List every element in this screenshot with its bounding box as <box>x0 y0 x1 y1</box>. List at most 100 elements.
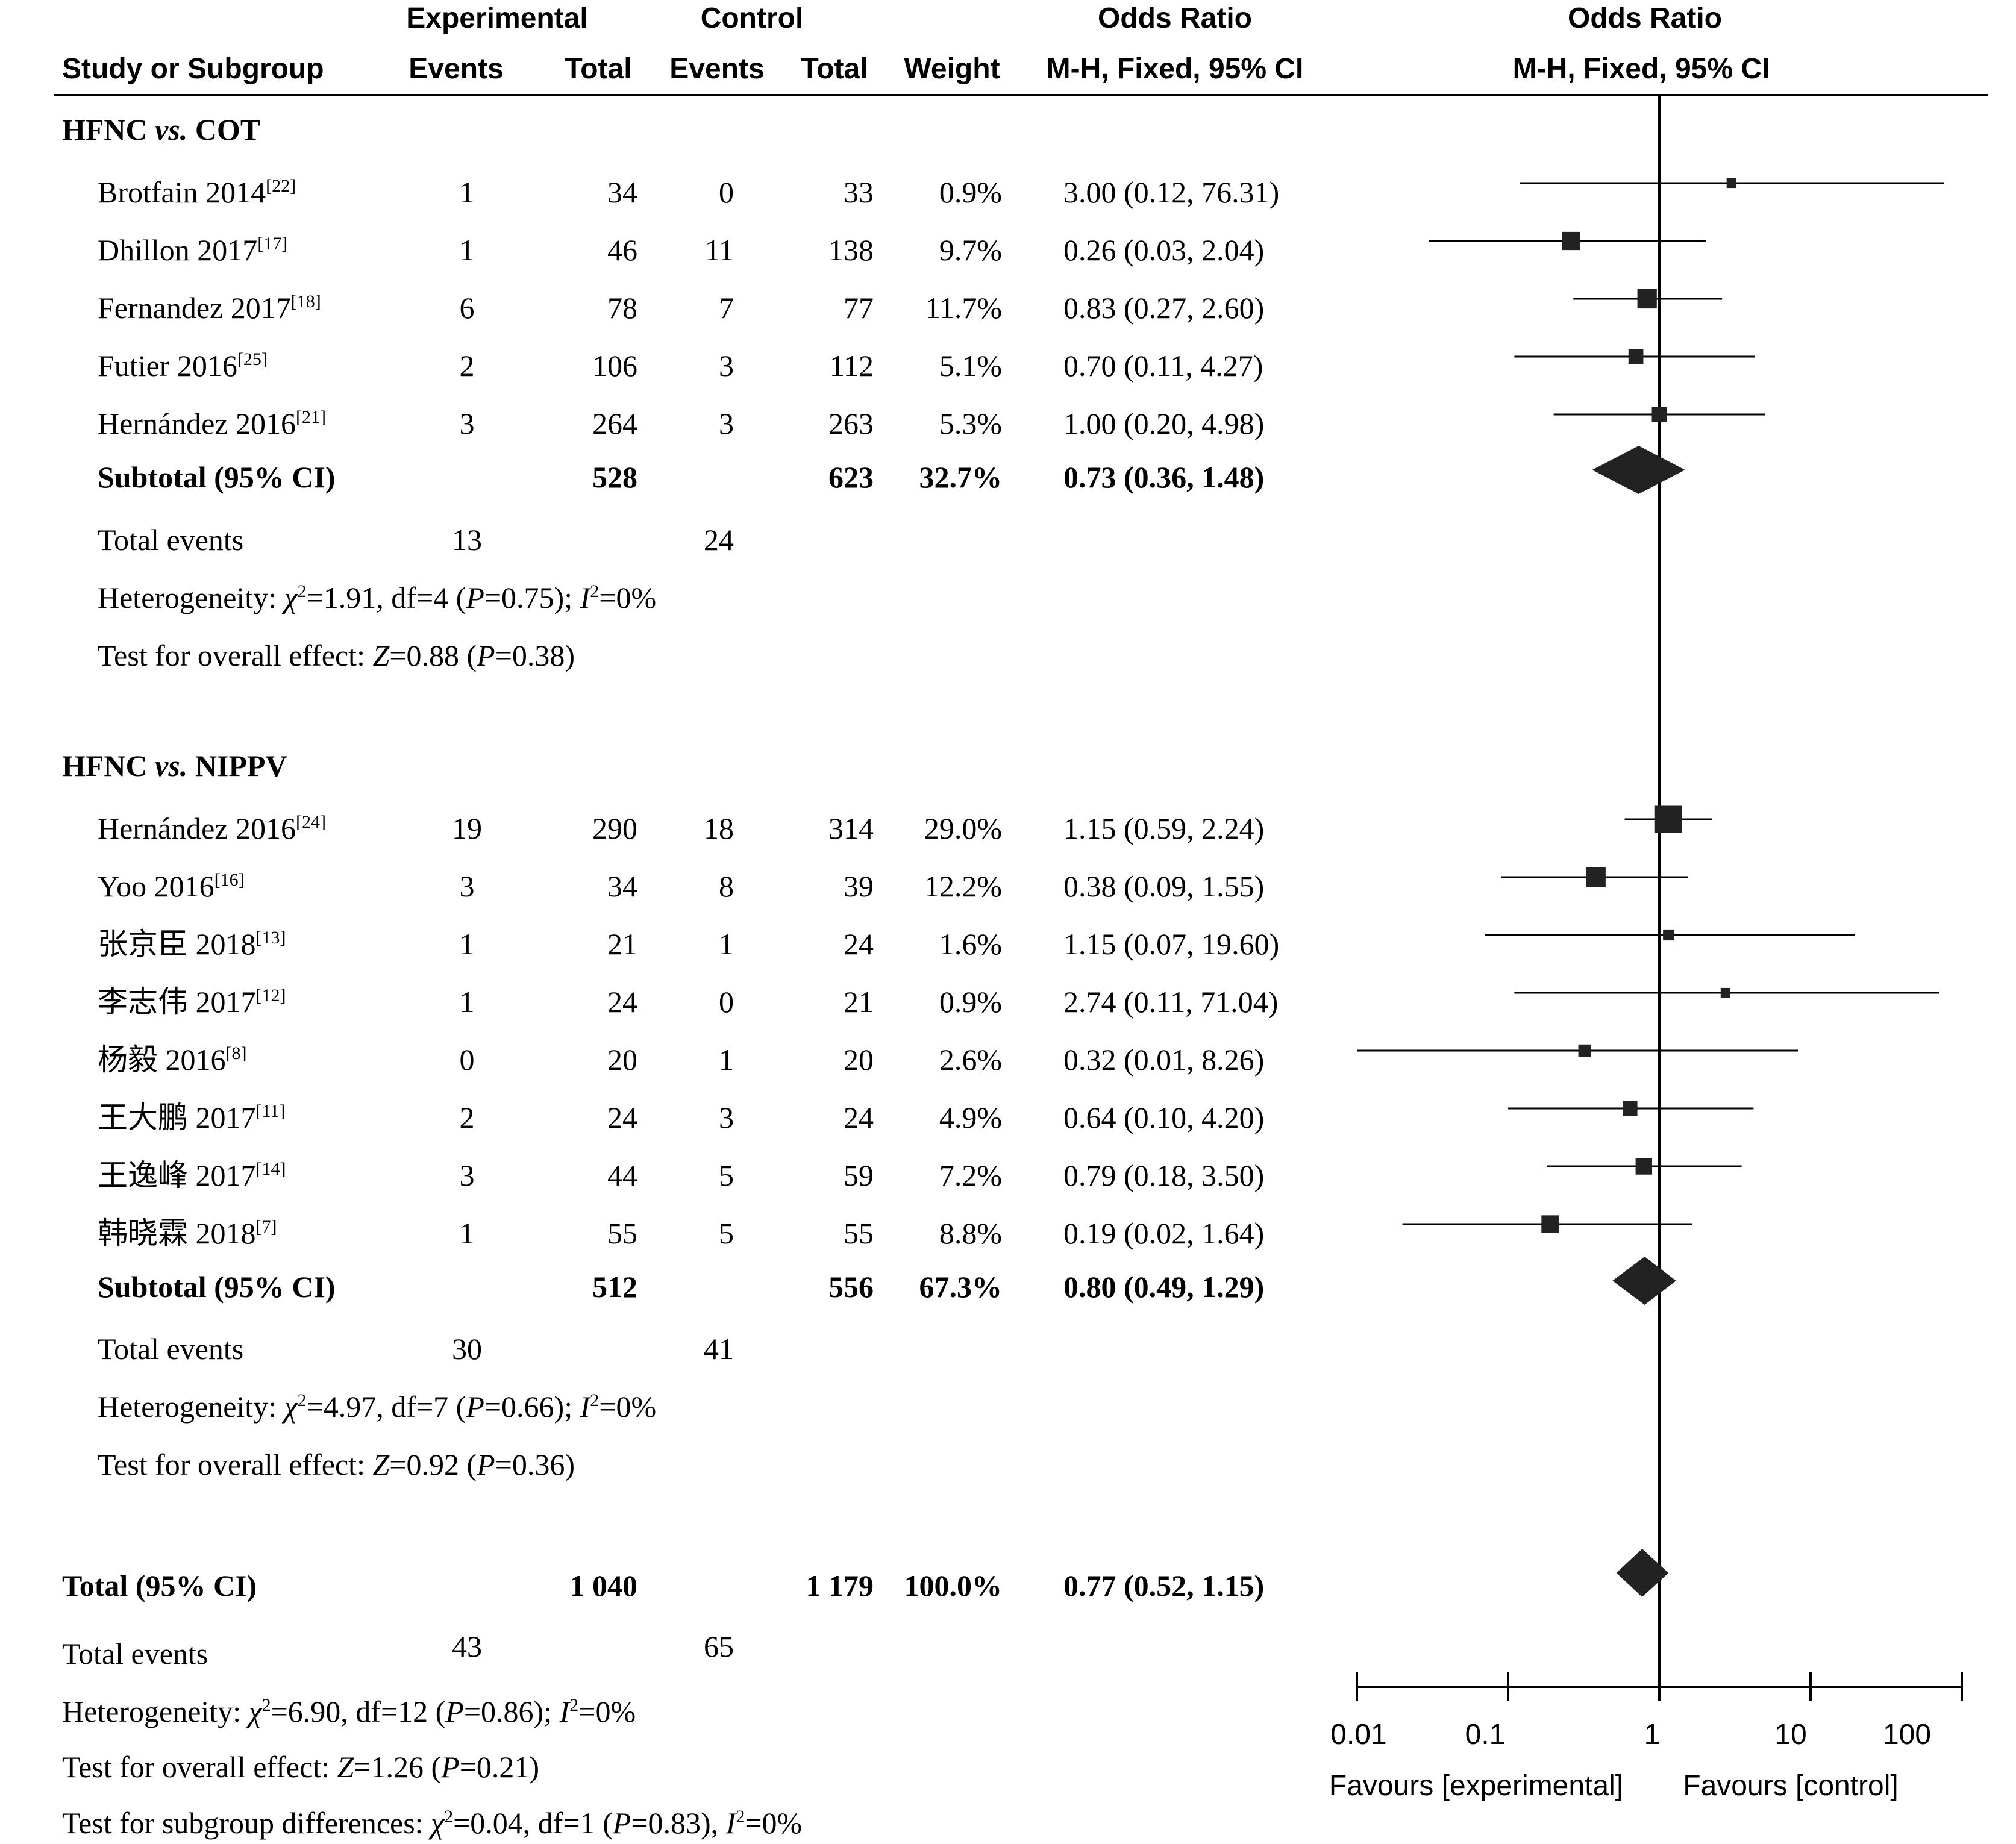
study-name: Yoo 2016[16] <box>98 869 245 903</box>
study-name: Dhillon 2017[17] <box>98 233 287 267</box>
text-span: 2 <box>262 1695 271 1715</box>
heterogeneity-text: Heterogeneity: χ2=4.97, df=7 (P=0.66); I… <box>98 1390 656 1424</box>
study-point <box>1562 231 1580 251</box>
subtotal-exp-total: 528 <box>592 460 637 494</box>
text-span: Z <box>372 639 390 672</box>
text-span: =0% <box>578 1695 636 1728</box>
study-exp-events: 1 <box>460 1216 475 1250</box>
study-name: Brotfain 2014[22] <box>98 175 296 209</box>
study-point <box>1654 805 1682 833</box>
text-span: =0.75); <box>484 581 580 614</box>
text-span: Yoo 2016 <box>98 869 214 903</box>
study-exp-total: 46 <box>607 233 637 267</box>
text-span: [18] <box>291 292 321 311</box>
study-point <box>1637 289 1657 309</box>
text-span: =0.86); <box>464 1695 560 1728</box>
text-span: Test for subgroup differences: <box>62 1806 431 1840</box>
text-span: [21] <box>296 407 326 427</box>
study-exp-total: 106 <box>592 349 637 383</box>
study-ctl-events: 5 <box>719 1216 734 1250</box>
text-span: Hernández 2016 <box>98 407 296 440</box>
study-ctl-events: 0 <box>719 175 734 209</box>
study-ctl-total: 20 <box>844 1043 874 1077</box>
heterogeneity-text: Heterogeneity: χ2=1.91, df=4 (P=0.75); I… <box>98 581 656 614</box>
text-span: 张京臣 2018 <box>98 927 256 961</box>
study-point <box>1726 178 1736 189</box>
text-span: NIPPV <box>187 749 287 783</box>
subtotal-ci: 0.80 (0.49, 1.29) <box>1063 1270 1264 1304</box>
study-weight: 0.9% <box>939 175 1002 209</box>
study-ctl-total: 21 <box>844 985 874 1019</box>
study-exp-events: 1 <box>460 233 475 267</box>
total-events-label: Total events <box>98 523 243 557</box>
subtotal-ctl-total: 556 <box>828 1270 874 1304</box>
text-span: [17] <box>257 234 287 254</box>
study-ctl-events: 11 <box>705 233 734 267</box>
study-point <box>1635 1158 1653 1175</box>
text-span: =0% <box>745 1806 802 1840</box>
study-weight: 0.9% <box>939 985 1002 1019</box>
study-name: 韩晓霖 2018[7] <box>98 1216 277 1250</box>
total-events-exp: 43 <box>452 1630 482 1663</box>
text-span: Test for overall effect: <box>98 1448 372 1481</box>
header-study: Study or Subgroup <box>62 53 324 85</box>
text-span: =0% <box>599 1390 656 1424</box>
study-ctl-total: 138 <box>828 233 874 267</box>
study-weight: 12.2% <box>924 869 1002 903</box>
text-span: 2 <box>736 1807 745 1827</box>
text-span: Heterogeneity: <box>62 1695 249 1728</box>
study-name: 张京臣 2018[13] <box>98 927 286 961</box>
total-events-label: Total events <box>98 1332 243 1366</box>
total-events-ctl: 41 <box>704 1332 734 1366</box>
study-name: 王逸峰 2017[14] <box>98 1158 286 1192</box>
total-events-label: Total events <box>62 1637 208 1671</box>
text-span: [8] <box>226 1043 247 1063</box>
study-ci: 1.15 (0.59, 2.24) <box>1063 811 1264 845</box>
study-exp-total: 55 <box>607 1216 637 1250</box>
text-span: Test for overall effect: <box>98 639 372 672</box>
text-span: =0.21) <box>460 1750 539 1784</box>
total-ctl-total: 1 179 <box>806 1569 874 1602</box>
study-exp-total: 34 <box>607 869 637 903</box>
text-span: χ <box>282 581 299 614</box>
study-ci: 0.19 (0.02, 1.64) <box>1063 1216 1264 1250</box>
total-events-exp: 30 <box>452 1332 482 1366</box>
header-method-left: M-H, Fixed, 95% CI <box>1047 53 1304 85</box>
subtotal-weight: 67.3% <box>919 1270 1003 1304</box>
study-exp-events: 0 <box>460 1043 475 1077</box>
header-experimental: Experimental <box>406 2 587 34</box>
study-exp-events: 3 <box>460 869 475 903</box>
subtotal-label: Subtotal (95% CI) <box>98 1270 335 1304</box>
text-span: [25] <box>237 349 268 369</box>
text-span: P <box>476 1448 495 1481</box>
x-tick-label: 0.1 <box>1465 1719 1506 1751</box>
subtotal-ci: 0.73 (0.36, 1.48) <box>1063 460 1264 494</box>
study-weight: 1.6% <box>939 927 1002 961</box>
study-ci: 0.32 (0.01, 8.26) <box>1063 1043 1264 1077</box>
text-span: =0% <box>599 581 656 614</box>
total-weight: 100.0% <box>904 1569 1003 1602</box>
text-span: 2 <box>590 1390 599 1410</box>
x-tick-label: 10 <box>1774 1719 1806 1751</box>
text-span: =0.66); <box>484 1390 580 1424</box>
study-exp-total: 21 <box>607 927 637 961</box>
study-ctl-events: 5 <box>719 1158 734 1192</box>
text-span: =0.88 ( <box>389 639 477 672</box>
text-span: =4.97, df=7 ( <box>307 1390 466 1424</box>
study-point <box>1663 929 1674 941</box>
study-ctl-events: 8 <box>719 869 734 903</box>
text-span: 韩晓霖 2018 <box>98 1216 256 1250</box>
study-ctl-total: 24 <box>844 927 874 961</box>
study-weight: 11.7% <box>925 291 1002 325</box>
text-span: χ <box>246 1695 263 1728</box>
study-ctl-total: 33 <box>844 175 874 209</box>
header-ctl-total: Total <box>801 53 868 85</box>
study-point <box>1651 407 1667 422</box>
study-exp-events: 2 <box>460 349 475 383</box>
text-span: 杨毅 2016 <box>98 1043 226 1077</box>
overall-effect-text: Test for overall effect: Z=0.92 (P=0.36) <box>98 1448 575 1481</box>
subtotal-ctl-total: 623 <box>828 460 874 494</box>
study-exp-total: 24 <box>607 1101 637 1134</box>
